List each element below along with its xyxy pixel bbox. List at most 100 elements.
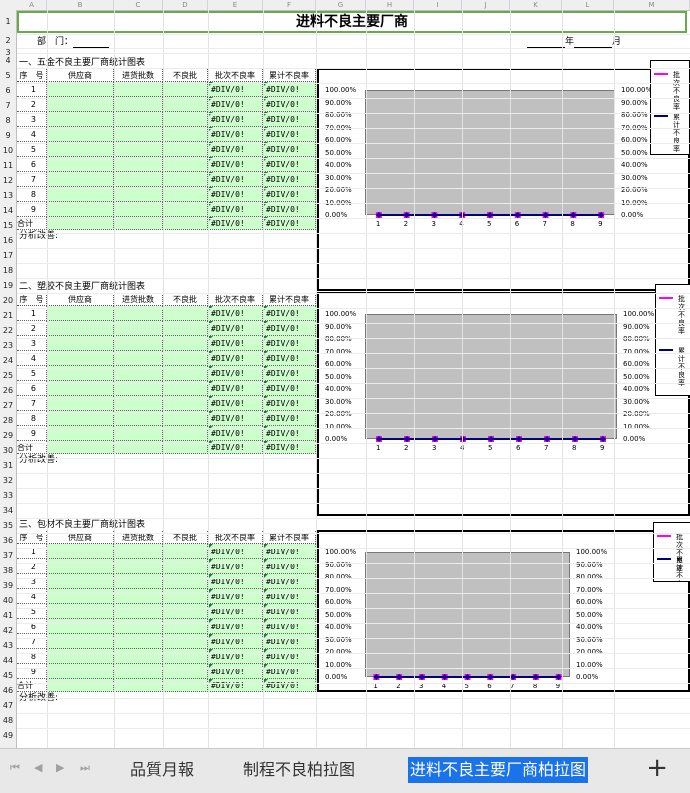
total-cell[interactable] (163, 441, 208, 454)
total-label[interactable]: 合计 (17, 679, 47, 692)
total-label[interactable]: 合计 (17, 217, 47, 230)
input-cell[interactable] (47, 411, 114, 426)
input-cell[interactable] (47, 634, 114, 649)
input-cell[interactable] (114, 82, 163, 97)
row-number-41[interactable]: 41 (2, 610, 14, 620)
input-cell[interactable] (163, 589, 208, 604)
row-index-cell[interactable]: 6 (17, 619, 47, 634)
input-cell[interactable] (47, 426, 114, 441)
input-cell[interactable] (163, 381, 208, 396)
row-number-4[interactable]: 4 (5, 55, 11, 65)
total-cell[interactable] (47, 679, 114, 692)
input-cell[interactable] (47, 336, 114, 351)
input-cell[interactable] (163, 559, 208, 574)
row-index-cell[interactable]: 1 (17, 544, 47, 559)
input-cell[interactable] (114, 426, 163, 441)
column-header-e[interactable]: E (208, 0, 263, 10)
div-error-cell[interactable]: #DIV/0! (263, 172, 316, 187)
input-cell[interactable] (114, 336, 163, 351)
row-index-cell[interactable]: 7 (17, 172, 47, 187)
input-cell[interactable] (114, 351, 163, 366)
total-div-error-cell[interactable]: #DIV/0! (208, 679, 263, 692)
row-number-30[interactable]: 30 (2, 445, 14, 455)
row-index-cell[interactable]: 4 (17, 351, 47, 366)
row-number-19[interactable]: 19 (2, 280, 14, 290)
input-cell[interactable] (114, 574, 163, 589)
input-cell[interactable] (47, 589, 114, 604)
div-error-cell[interactable]: #DIV/0! (208, 112, 263, 127)
div-error-cell[interactable]: #DIV/0! (263, 97, 316, 112)
input-cell[interactable] (114, 321, 163, 336)
row-number-7[interactable]: 7 (5, 100, 11, 110)
row-index-cell[interactable]: 2 (17, 559, 47, 574)
row-number-43[interactable]: 43 (2, 640, 14, 650)
div-error-cell[interactable]: #DIV/0! (208, 202, 263, 217)
prev-sheet-icon[interactable]: ◀ (34, 761, 43, 774)
column-header-j[interactable]: J (462, 0, 510, 10)
row-number-49[interactable]: 49 (2, 730, 14, 740)
input-cell[interactable] (114, 604, 163, 619)
div-error-cell[interactable]: #DIV/0! (263, 649, 316, 664)
input-cell[interactable] (163, 202, 208, 217)
div-error-cell[interactable]: #DIV/0! (263, 619, 316, 634)
total-cell[interactable] (47, 217, 114, 230)
row-number-14[interactable]: 14 (2, 205, 14, 215)
div-error-cell[interactable]: #DIV/0! (263, 82, 316, 97)
div-error-cell[interactable]: #DIV/0! (208, 574, 263, 589)
input-cell[interactable] (47, 381, 114, 396)
row-number-20[interactable]: 20 (2, 295, 14, 305)
input-cell[interactable] (47, 202, 114, 217)
worksheet[interactable]: 进料不良主要厂商 部 门： 年月 一、五金不良主要厂商统计图表序 号供应商 进货批… (17, 10, 690, 748)
tab-incoming-pareto[interactable]: 进料不良主要厂商柏拉图 (408, 757, 589, 783)
last-sheet-icon[interactable]: ⏭ (80, 761, 90, 774)
row-index-cell[interactable]: 6 (17, 381, 47, 396)
row-number-17[interactable]: 17 (2, 250, 14, 260)
div-error-cell[interactable]: #DIV/0! (263, 157, 316, 172)
div-error-cell[interactable]: #DIV/0! (263, 544, 316, 559)
column-header-b[interactable]: B (47, 0, 114, 10)
div-error-cell[interactable]: #DIV/0! (208, 127, 263, 142)
div-error-cell[interactable]: #DIV/0! (263, 112, 316, 127)
row-number-23[interactable]: 23 (2, 340, 14, 350)
total-cell[interactable] (114, 217, 163, 230)
row-number-27[interactable]: 27 (2, 400, 14, 410)
input-cell[interactable] (163, 544, 208, 559)
div-error-cell[interactable]: #DIV/0! (263, 142, 316, 157)
row-number-46[interactable]: 46 (2, 685, 14, 695)
row-number-36[interactable]: 36 (2, 535, 14, 545)
input-cell[interactable] (47, 97, 114, 112)
div-error-cell[interactable]: #DIV/0! (208, 589, 263, 604)
input-cell[interactable] (163, 142, 208, 157)
row-number-35[interactable]: 35 (2, 520, 14, 530)
input-cell[interactable] (114, 127, 163, 142)
div-error-cell[interactable]: #DIV/0! (208, 604, 263, 619)
column-header-m[interactable]: M (614, 0, 690, 10)
div-error-cell[interactable]: #DIV/0! (208, 97, 263, 112)
row-number-25[interactable]: 25 (2, 370, 14, 380)
row-number-26[interactable]: 26 (2, 385, 14, 395)
row-number-22[interactable]: 22 (2, 325, 14, 335)
div-error-cell[interactable]: #DIV/0! (208, 172, 263, 187)
row-number-15[interactable]: 15 (2, 220, 14, 230)
input-cell[interactable] (114, 157, 163, 172)
row-number-40[interactable]: 40 (2, 595, 14, 605)
row-index-cell[interactable]: 3 (17, 336, 47, 351)
div-error-cell[interactable]: #DIV/0! (208, 187, 263, 202)
input-cell[interactable] (114, 187, 163, 202)
analysis-label[interactable]: 分析改善: (19, 231, 59, 241)
input-cell[interactable] (163, 634, 208, 649)
column-header-k[interactable]: K (510, 0, 562, 10)
row-number-38[interactable]: 38 (2, 565, 14, 575)
row-index-cell[interactable]: 3 (17, 112, 47, 127)
row-index-cell[interactable]: 9 (17, 664, 47, 679)
div-error-cell[interactable]: #DIV/0! (263, 559, 316, 574)
input-cell[interactable] (47, 366, 114, 381)
input-cell[interactable] (47, 187, 114, 202)
input-cell[interactable] (163, 157, 208, 172)
input-cell[interactable] (163, 396, 208, 411)
input-cell[interactable] (47, 306, 114, 321)
input-cell[interactable] (47, 619, 114, 634)
input-cell[interactable] (47, 649, 114, 664)
column-header-i[interactable]: I (414, 0, 462, 10)
row-number-8[interactable]: 8 (5, 115, 11, 125)
